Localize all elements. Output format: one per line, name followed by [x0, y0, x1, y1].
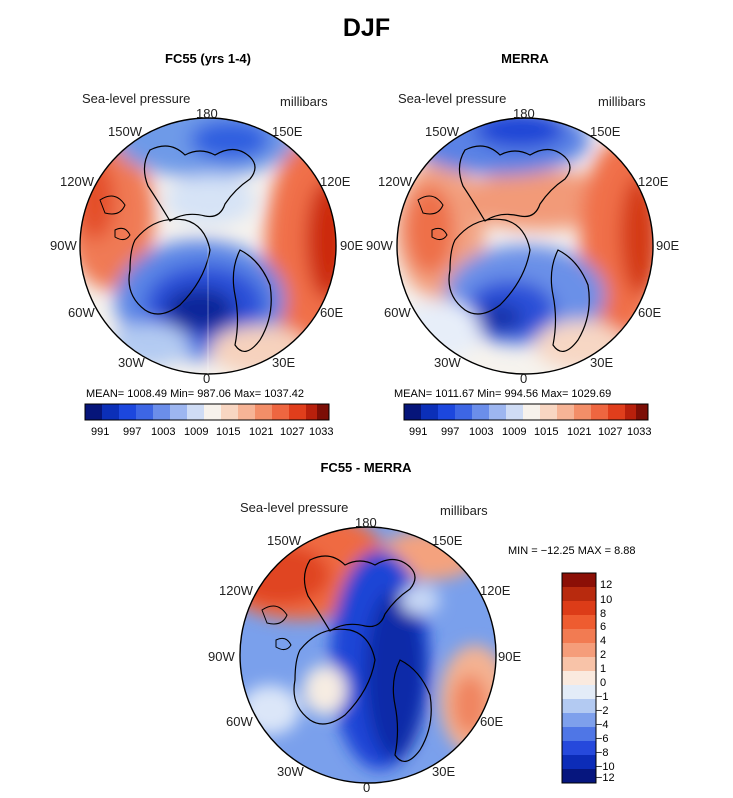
panel-2-stats: MEAN= 1011.67 Min= 994.56 Max= 1029.69 [394, 388, 612, 400]
panel-2-cbar-tick-1027: 1027 [598, 426, 623, 438]
panel-3-cbar-tick-6: 6 [600, 621, 607, 633]
panel-2-lon-label-30w: 30W [434, 355, 461, 370]
panel-1-cbar-tick-1027: 1027 [280, 426, 305, 438]
panel-3-cbar-tick-8: 8 [600, 608, 607, 620]
panel-1-lon-label-60w: 60W [68, 305, 95, 320]
panel-2-colorbar [403, 403, 649, 421]
panel-3-cbar-tick-1: 1 [600, 663, 607, 675]
panel-1-cbar-tick-991: 991 [91, 426, 110, 438]
panel-3-lon-label-60e: 60E [480, 714, 504, 729]
panel-3-lon-label-120w: 120W [219, 583, 253, 598]
panel-1-colorbar [84, 403, 330, 421]
panel-1-lon-label-120e: 120E [320, 174, 351, 189]
panel-2-cbar-tick-1033: 1033 [627, 426, 652, 438]
panel-1-lon-label-0: 0 [203, 371, 211, 386]
panel-2-lon-label-150e: 150E [590, 124, 621, 139]
panel-1-cbar-tick-997: 997 [123, 426, 142, 438]
panel-3-lon-label-180: 180 [355, 515, 377, 530]
panel-1-lon-label-60e: 60E [320, 305, 344, 320]
panel-3-lon-label-150w: 150W [267, 533, 301, 548]
panel-1-cbar-tick-1021: 1021 [249, 426, 274, 438]
panel-1-lon-label-150e: 150E [272, 124, 303, 139]
panel-3-cbar-tick-neg1: −1 [596, 691, 609, 703]
panel-3-cbar-tick-neg8: −8 [596, 747, 609, 759]
panel-3-field-label: Sea-level pressure [240, 500, 349, 515]
panel-3-lon-label-120e: 120E [480, 583, 511, 598]
panel-1-field-label: Sea-level pressure [82, 91, 191, 106]
panel-3-units-label: millibars [440, 503, 488, 518]
panel-1-units-label: millibars [280, 94, 328, 109]
panel-2-lon-label-60w: 60W [384, 305, 411, 320]
panel-3-lon-label-0: 0 [363, 780, 371, 795]
panel-3-lon-label-90e: 90E [498, 649, 522, 664]
panel-1-lon-label-30e: 30E [272, 355, 296, 370]
panel-3-cbar-tick-4: 4 [600, 635, 607, 647]
page-title: DJF [342, 14, 391, 42]
panel-1-lon-label-150w: 150W [108, 124, 142, 139]
panel-3-lon-label-90w: 90W [208, 649, 235, 664]
panel-2-lon-label-180: 180 [513, 106, 535, 121]
panel-3-lon-label-30e: 30E [432, 764, 456, 779]
panel-2-lon-label-30e: 30E [590, 355, 614, 370]
panel-1-lon-label-180: 180 [196, 106, 218, 121]
panel-2-lon-label-90w: 90W [366, 238, 393, 253]
panel-2-cbar-tick-997: 997 [441, 426, 460, 438]
panel-2-field-label: Sea-level pressure [398, 91, 507, 106]
panel-3-cbar-tick-neg6: −6 [596, 733, 609, 745]
panel-1-lon-label-120w: 120W [60, 174, 94, 189]
panel-3-lon-label-30w: 30W [277, 764, 304, 779]
panel-1-lon-label-90w: 90W [50, 238, 77, 253]
panel-1-cbar-tick-1009: 1009 [184, 426, 209, 438]
panel-3-cbar-tick-10: 10 [600, 594, 613, 606]
panel-1-title: FC55 (yrs 1-4) [165, 51, 251, 66]
panel-2-title: MERRA [501, 51, 549, 66]
panel-3-lon-label-150e: 150E [432, 533, 463, 548]
panel-2-cbar-tick-1015: 1015 [534, 426, 559, 438]
panel-3-colorbar [561, 572, 597, 784]
panel-1-stats: MEAN= 1008.49 Min= 987.06 Max= 1037.42 [86, 388, 305, 400]
panel-3-cbar-tick-2: 2 [600, 649, 607, 661]
panel-2-cbar-tick-991: 991 [409, 426, 428, 438]
panel-3-stats: MIN = −12.25 MAX = 8.88 [508, 545, 636, 557]
panel-3-cbar-tick-0: 0 [600, 677, 607, 689]
panel-3-cbar-tick-neg10: −10 [596, 761, 615, 773]
panel-2-units-label: millibars [598, 94, 646, 109]
panel-1-lon-label-30w: 30W [118, 355, 145, 370]
panel-2-lon-label-120e: 120E [638, 174, 669, 189]
panel-3-cbar-tick-neg4: −4 [596, 719, 609, 731]
panel-1-cbar-tick-1003: 1003 [151, 426, 176, 438]
panel-2-lon-label-120w: 120W [378, 174, 412, 189]
panel-2-lon-label-150w: 150W [425, 124, 459, 139]
panel-2-lon-label-0: 0 [520, 371, 528, 386]
panel-3-title: FC55 - MERRA [320, 460, 412, 475]
panel-1-lon-label-90e: 90E [340, 238, 364, 253]
panel-2-cbar-tick-1003: 1003 [469, 426, 494, 438]
panel-3-cbar-tick-neg12: −12 [596, 772, 615, 784]
panel-3-lon-label-60w: 60W [226, 714, 253, 729]
panel-3-cbar-tick-12: 12 [600, 579, 613, 591]
panel-2-cbar-tick-1021: 1021 [567, 426, 592, 438]
panel-2-lon-label-60e: 60E [638, 305, 662, 320]
panel-3-cbar-tick-neg2: −2 [596, 705, 609, 717]
panel-2-cbar-tick-1009: 1009 [502, 426, 527, 438]
panel-2-lon-label-90e: 90E [656, 238, 680, 253]
panel-1-cbar-tick-1033: 1033 [309, 426, 334, 438]
panel-1-cbar-tick-1015: 1015 [216, 426, 241, 438]
